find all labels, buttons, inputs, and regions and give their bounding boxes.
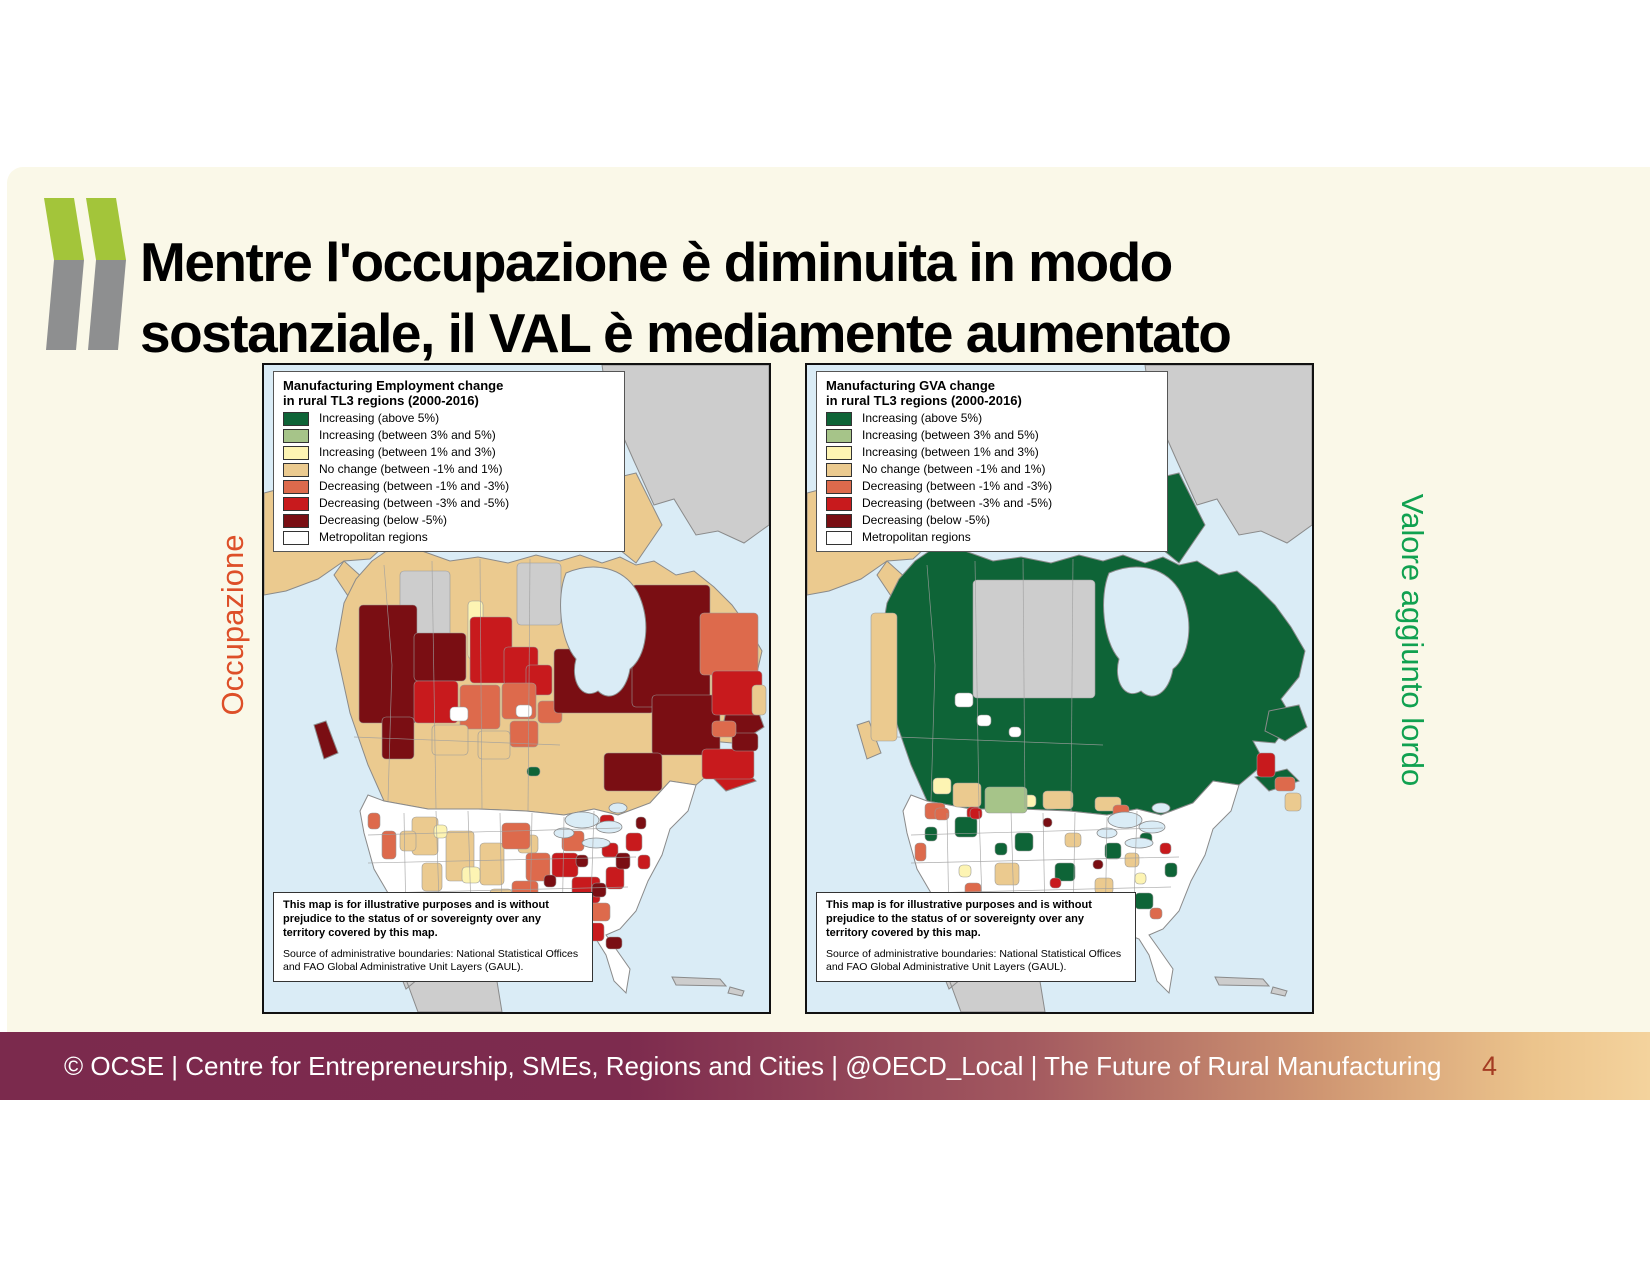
disclaimer-text: This map is for illustrative purposes an… — [826, 899, 1092, 939]
page-number: 4 — [1482, 1050, 1498, 1081]
legend-swatch — [283, 411, 309, 426]
chevron-green-1 — [44, 198, 84, 260]
legend-row: Decreasing (below -5%) — [826, 513, 1158, 528]
legend-label: Increasing (between 1% and 3%) — [319, 445, 496, 460]
slide-footer: © OCSE | Centre for Entrepreneurship, SM… — [0, 1032, 1650, 1100]
gva-map: Manufacturing GVA change in rural TL3 re… — [805, 363, 1314, 1014]
legend-row: No change (between -1% and 1%) — [826, 462, 1158, 477]
legend-swatch — [826, 479, 852, 494]
slide-title: Mentre l'occupazione è diminuita in modo… — [140, 227, 1440, 370]
legend-title: Manufacturing Employment change in rural… — [283, 378, 615, 409]
legend-label: Metropolitan regions — [862, 530, 971, 545]
oecd-logo — [44, 198, 126, 350]
legend-swatch — [826, 496, 852, 511]
legend-row: No change (between -1% and 1%) — [283, 462, 615, 477]
chevron-gray-2 — [88, 260, 126, 350]
legend-row: Decreasing (between -1% and -3%) — [283, 479, 615, 494]
employment-side-label: Occupazione — [215, 534, 250, 716]
legend-row: Decreasing (between -3% and -5%) — [826, 496, 1158, 511]
legend-label: Decreasing (below -5%) — [862, 513, 991, 528]
legend-label: Decreasing (between -3% and -5%) — [862, 496, 1053, 511]
legend-label: Decreasing (between -1% and -3%) — [319, 479, 510, 494]
legend-label: Increasing (between 1% and 3%) — [862, 445, 1039, 460]
legend-label: Increasing (between 3% and 5%) — [319, 428, 496, 443]
map-disclaimer: This map is for illustrative purposes an… — [816, 892, 1136, 982]
legend-swatch — [283, 513, 309, 528]
legend-row: Decreasing (between -1% and -3%) — [826, 479, 1158, 494]
legend-row: Decreasing (below -5%) — [283, 513, 615, 528]
legend-label: Decreasing (between -3% and -5%) — [319, 496, 510, 511]
legend-swatch — [283, 462, 309, 477]
gva-side-label: Valore aggiunto lordo — [1395, 493, 1430, 787]
legend-row: Increasing (between 1% and 3%) — [826, 445, 1158, 460]
legend-swatch — [826, 445, 852, 460]
legend-swatch — [826, 462, 852, 477]
legend-row: Decreasing (between -3% and -5%) — [283, 496, 615, 511]
footer-text: © OCSE | Centre for Entrepreneurship, SM… — [64, 1050, 1442, 1081]
legend-swatch — [283, 479, 309, 494]
legend-label: No change (between -1% and 1%) — [319, 462, 503, 477]
legend-items: Increasing (above 5%) Increasing (between… — [283, 411, 615, 545]
legend-row: Increasing (above 5%) — [826, 411, 1158, 426]
employment-map-canvas — [264, 365, 769, 1012]
employment-map-legend: Manufacturing Employment change in rural… — [273, 371, 625, 552]
gva-map-legend: Manufacturing GVA change in rural TL3 re… — [816, 371, 1168, 552]
legend-title: Manufacturing GVA change in rural TL3 re… — [826, 378, 1158, 409]
legend-swatch — [826, 513, 852, 528]
legend-title-line1: Manufacturing GVA change — [826, 378, 996, 393]
legend-swatch — [283, 496, 309, 511]
legend-title-line1: Manufacturing Employment change — [283, 378, 504, 393]
legend-swatch — [826, 530, 852, 545]
legend-swatch — [826, 411, 852, 426]
legend-label: No change (between -1% and 1%) — [862, 462, 1046, 477]
disclaimer-text: This map is for illustrative purposes an… — [283, 899, 549, 939]
legend-row: Increasing (between 1% and 3%) — [283, 445, 615, 460]
chevron-gray-1 — [46, 260, 84, 350]
legend-label: Increasing (above 5%) — [319, 411, 440, 426]
legend-row: Increasing (between 3% and 5%) — [283, 428, 615, 443]
slide-title-line1: Mentre l'occupazione è diminuita in modo — [140, 230, 1173, 293]
legend-title-line2: in rural TL3 regions (2000-2016) — [283, 393, 479, 409]
legend-row: Metropolitan regions — [283, 530, 615, 545]
chevron-green-2 — [86, 198, 126, 260]
legend-label: Decreasing (between -1% and -3%) — [862, 479, 1053, 494]
legend-items: Increasing (above 5%) Increasing (between… — [826, 411, 1158, 545]
legend-label: Increasing (above 5%) — [862, 411, 983, 426]
legend-label: Metropolitan regions — [319, 530, 428, 545]
legend-label: Decreasing (below -5%) — [319, 513, 448, 528]
legend-label: Increasing (between 3% and 5%) — [862, 428, 1039, 443]
legend-row: Increasing (between 3% and 5%) — [826, 428, 1158, 443]
disclaimer-source: Source of administrative boundaries: Nat… — [826, 948, 1122, 974]
legend-row: Increasing (above 5%) — [283, 411, 615, 426]
map-disclaimer: This map is for illustrative purposes an… — [273, 892, 593, 982]
legend-row: Metropolitan regions — [826, 530, 1158, 545]
slide-title-line2: sostanziale, il VAL è mediamente aumenta… — [140, 302, 1232, 365]
employment-map: Manufacturing Employment change in rural… — [262, 363, 771, 1014]
legend-title-line2: in rural TL3 regions (2000-2016) — [826, 393, 1022, 409]
legend-swatch — [283, 445, 309, 460]
legend-swatch — [826, 428, 852, 443]
disclaimer-source: Source of administrative boundaries: Nat… — [283, 948, 579, 974]
legend-swatch — [283, 530, 309, 545]
legend-swatch — [283, 428, 309, 443]
